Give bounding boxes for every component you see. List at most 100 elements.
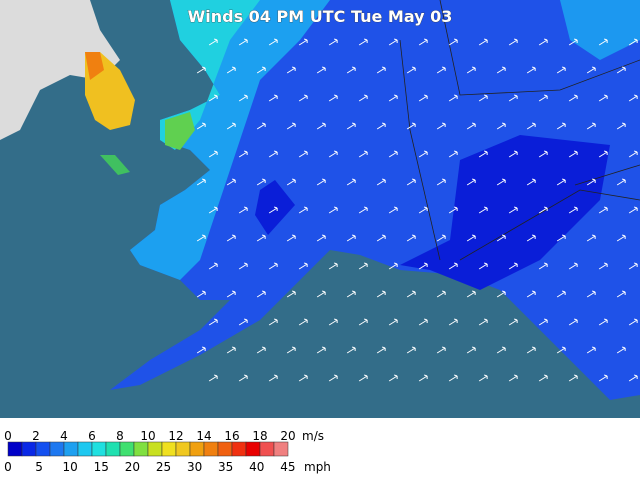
legend-swatch xyxy=(231,441,247,457)
wind-arrow xyxy=(298,374,308,382)
wind-arrow xyxy=(298,206,308,214)
wind-arrow xyxy=(346,290,356,298)
mph-label: 45 xyxy=(280,460,295,474)
legend-swatch xyxy=(175,441,191,457)
wind-arrow xyxy=(508,94,518,102)
wind-arrow xyxy=(616,346,626,354)
wind-arrow xyxy=(418,150,428,158)
wind-arrow xyxy=(538,318,548,326)
legend-swatch xyxy=(217,441,233,457)
region-ne xyxy=(560,0,640,60)
wind-arrow xyxy=(346,122,356,130)
legend-swatch xyxy=(259,441,275,457)
wind-arrow xyxy=(208,206,218,214)
wind-arrow xyxy=(628,150,638,158)
wind-arrow xyxy=(298,38,308,46)
wind-arrow xyxy=(316,234,326,242)
mph-label: 15 xyxy=(94,460,109,474)
wind-arrow xyxy=(316,290,326,298)
wind-arrow xyxy=(226,178,236,186)
wind-arrow xyxy=(238,94,248,102)
wind-arrow xyxy=(568,38,578,46)
legend-swatch xyxy=(105,441,121,457)
ms-label: 8 xyxy=(116,429,124,443)
wind-arrow xyxy=(256,178,266,186)
wind-arrow xyxy=(556,122,566,130)
wind-arrow xyxy=(406,122,416,130)
wind-arrow xyxy=(256,234,266,242)
wind-arrow xyxy=(346,66,356,74)
wind-arrow xyxy=(238,150,248,158)
legend-swatch xyxy=(273,441,289,457)
wind-arrow xyxy=(298,94,308,102)
wind-arrow xyxy=(316,178,326,186)
legend-swatch xyxy=(245,441,261,457)
wind-arrow xyxy=(556,346,566,354)
legend-swatch xyxy=(7,441,23,457)
wind-arrow xyxy=(478,374,488,382)
wind-arrow xyxy=(586,346,596,354)
wind-arrow xyxy=(376,178,386,186)
legend-swatch xyxy=(147,441,163,457)
wind-arrow xyxy=(358,318,368,326)
mph-label: 10 xyxy=(63,460,78,474)
wind-arrow xyxy=(508,374,518,382)
wind-arrow xyxy=(496,290,506,298)
wind-arrow xyxy=(376,234,386,242)
wind-arrow xyxy=(478,38,488,46)
wind-arrow xyxy=(376,122,386,130)
wind-arrow xyxy=(268,318,278,326)
wind-arrow xyxy=(328,206,338,214)
wind-arrow xyxy=(238,38,248,46)
wind-arrow xyxy=(616,234,626,242)
wind-arrow xyxy=(388,150,398,158)
wind-arrow xyxy=(628,206,638,214)
wind-arrow xyxy=(568,318,578,326)
wind-arrow xyxy=(268,150,278,158)
wind-arrows xyxy=(196,38,638,382)
mph-label: 20 xyxy=(125,460,140,474)
wind-arrow xyxy=(226,290,236,298)
wind-arrow xyxy=(196,178,206,186)
wind-arrow xyxy=(328,374,338,382)
wind-arrow xyxy=(358,262,368,270)
wind-arrow xyxy=(568,206,578,214)
wind-arrow xyxy=(316,66,326,74)
wind-arrow xyxy=(586,178,596,186)
mph-label: 40 xyxy=(249,460,264,474)
wind-arrow xyxy=(466,66,476,74)
wind-arrow xyxy=(628,94,638,102)
wind-arrow xyxy=(346,178,356,186)
wind-arrow xyxy=(508,150,518,158)
wind-arrow xyxy=(388,262,398,270)
wind-arrow xyxy=(388,206,398,214)
legend-swatch xyxy=(189,441,205,457)
ms-label: 16 xyxy=(224,429,239,443)
wind-arrow xyxy=(526,346,536,354)
wind-arrow xyxy=(598,150,608,158)
wind-arrow xyxy=(358,150,368,158)
wind-arrow xyxy=(538,374,548,382)
wind-arrow xyxy=(538,94,548,102)
wind-arrow xyxy=(466,178,476,186)
region-low xyxy=(400,135,610,290)
wind-arrow xyxy=(448,94,458,102)
wind-arrow xyxy=(466,122,476,130)
wind-arrow xyxy=(436,178,446,186)
wind-arrow xyxy=(376,290,386,298)
wind-arrow xyxy=(298,262,308,270)
borders xyxy=(399,0,640,261)
ms-label: 0 xyxy=(4,429,12,443)
wind-arrow xyxy=(628,38,638,46)
legend-swatch xyxy=(77,441,93,457)
wind-arrow xyxy=(568,150,578,158)
wind-arrow xyxy=(298,318,308,326)
wind-arrow xyxy=(208,94,218,102)
wind-arrow xyxy=(208,38,218,46)
wind-arrow xyxy=(256,290,266,298)
wind-arrow xyxy=(268,38,278,46)
wind-arrow xyxy=(466,346,476,354)
legend-swatch xyxy=(49,441,65,457)
wind-arrow xyxy=(388,38,398,46)
